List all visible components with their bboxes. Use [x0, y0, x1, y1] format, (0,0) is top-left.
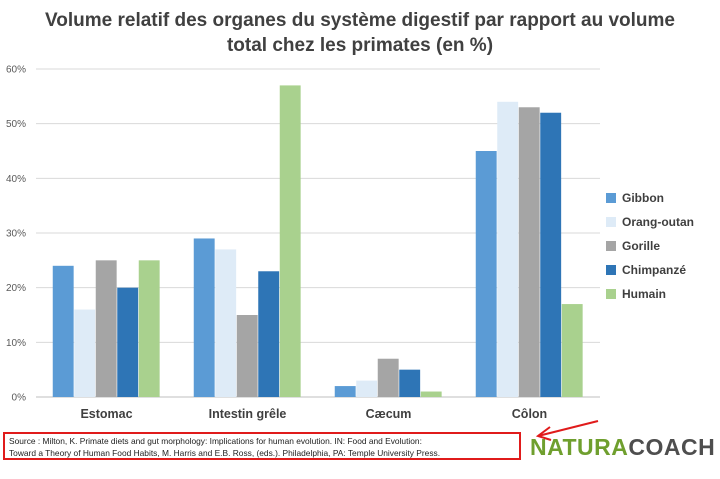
legend-label: Gorille — [622, 239, 661, 253]
bar-chimpanzé — [399, 369, 421, 397]
x-category-label: Cæcum — [366, 407, 412, 421]
source-line-1: Source : Milton, K. Primate diets and gu… — [9, 436, 422, 446]
bar-humain — [279, 85, 301, 398]
bar-gorille — [377, 358, 399, 397]
y-tick-label: 30% — [6, 229, 26, 240]
legend-item: Gorille — [606, 234, 716, 258]
bar-humain — [561, 304, 583, 397]
source-line-2: Toward a Theory of Human Food Habits, M.… — [9, 448, 441, 458]
bar-chimpanzé — [540, 112, 562, 397]
bar-orang-outan — [497, 101, 519, 398]
logo-part-2: COACH — [628, 434, 716, 460]
bar-gorille — [95, 260, 117, 397]
legend-label: Gibbon — [622, 191, 664, 205]
legend-label: Orang-outan — [622, 215, 694, 229]
legend-item: Chimpanzé — [606, 258, 716, 282]
source-citation: Source : Milton, K. Primate diets and gu… — [3, 432, 521, 460]
logo-part-1: NATURA — [530, 434, 629, 460]
legend-item: Orang-outan — [606, 210, 716, 234]
bar-chimpanzé — [117, 287, 139, 397]
y-axis-ticks: 0% 10% 20% 30% 40% 50% 60% — [6, 65, 26, 404]
bar-chimpanzé — [258, 271, 280, 397]
x-category-label: Estomac — [80, 407, 132, 421]
bar-orang-outan — [215, 249, 237, 397]
legend-label: Chimpanzé — [622, 263, 687, 277]
bar-orang-outan — [356, 380, 378, 397]
chart-title: Volume relatif des organes du système di… — [20, 8, 700, 58]
bar-humain — [138, 260, 160, 397]
y-tick-label: 0% — [12, 393, 27, 404]
bar-gibbon — [52, 265, 74, 397]
naturacoach-logo: NATURACOACH — [530, 433, 715, 461]
y-tick-label: 20% — [6, 283, 26, 294]
chart-title-line-2: total chez les primates (en %) — [226, 35, 494, 56]
bar-gibbon — [334, 386, 356, 397]
bar-gibbon — [193, 238, 215, 397]
legend-label: Humain — [622, 287, 667, 301]
bar-humain — [420, 391, 442, 397]
x-category-label: Côlon — [512, 407, 547, 421]
chart-title-line-1: Volume relatif des organes du système di… — [45, 10, 675, 31]
x-category-label: Intestin grêle — [209, 407, 287, 421]
legend-item: Gibbon — [606, 186, 716, 210]
legend: Gibbon Orang-outan Gorille Chimpanzé Humain — [606, 186, 716, 306]
legend-swatch — [606, 241, 616, 251]
bar-gorille — [518, 107, 540, 398]
legend-item: Humain — [606, 282, 716, 306]
legend-swatch — [606, 289, 616, 299]
legend-swatch — [606, 217, 616, 227]
bar-gorille — [236, 315, 258, 397]
legend-swatch — [606, 265, 616, 275]
y-tick-label: 60% — [6, 65, 26, 76]
x-axis-categories: Estomac Intestin grêle Cæcum Côlon — [80, 407, 547, 421]
bars — [52, 85, 583, 398]
bar-gibbon — [475, 151, 497, 397]
y-tick-label: 10% — [6, 338, 26, 349]
y-tick-label: 40% — [6, 174, 26, 185]
bar-orang-outan — [74, 309, 96, 397]
legend-swatch — [606, 193, 616, 203]
y-tick-label: 50% — [6, 119, 26, 130]
